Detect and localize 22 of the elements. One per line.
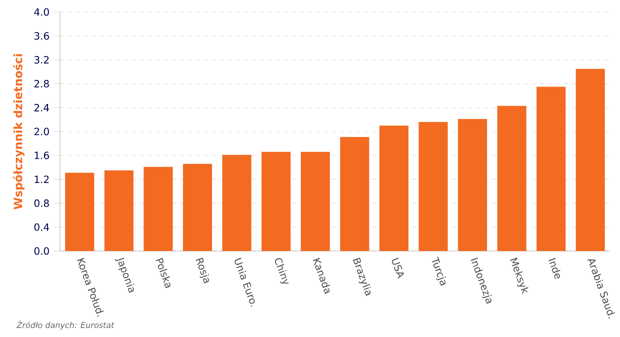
x-tick-label: Polska — [156, 258, 170, 288]
text: Źródło danych: Eurostat — [16, 320, 114, 330]
y-tick-label: 0.8 — [34, 199, 49, 207]
x-tick-label: USA — [392, 258, 404, 279]
x-tick-label: Arabia Saud. — [587, 260, 615, 318]
y-tick-label: 1.2 — [34, 176, 49, 184]
y-axis-title: Współczynnik dzietności — [13, 54, 25, 210]
y-tick-label: 2.8 — [34, 80, 49, 88]
y-tick-label: 0.0 — [34, 247, 49, 255]
x-tick-label: Korea Połud. — [77, 258, 104, 317]
x-tick-label: Rosja — [196, 258, 210, 284]
x-tick-label: Turcja — [432, 256, 446, 286]
y-tick-label: 2.0 — [34, 128, 49, 136]
y-tick-label: 4.0 — [34, 8, 49, 16]
y-tick-label: 3.2 — [34, 56, 49, 64]
x-tick-label: Unia Euro. — [234, 258, 255, 307]
y-tick-label: 2.4 — [34, 104, 50, 112]
x-tick-label: Chiny — [275, 258, 289, 284]
y-tick-label: 0.4 — [34, 223, 50, 231]
y-tick-label: 3.6 — [34, 32, 49, 40]
y-tick-label: 1.6 — [34, 152, 49, 160]
x-tick-label: Inde — [548, 258, 560, 280]
